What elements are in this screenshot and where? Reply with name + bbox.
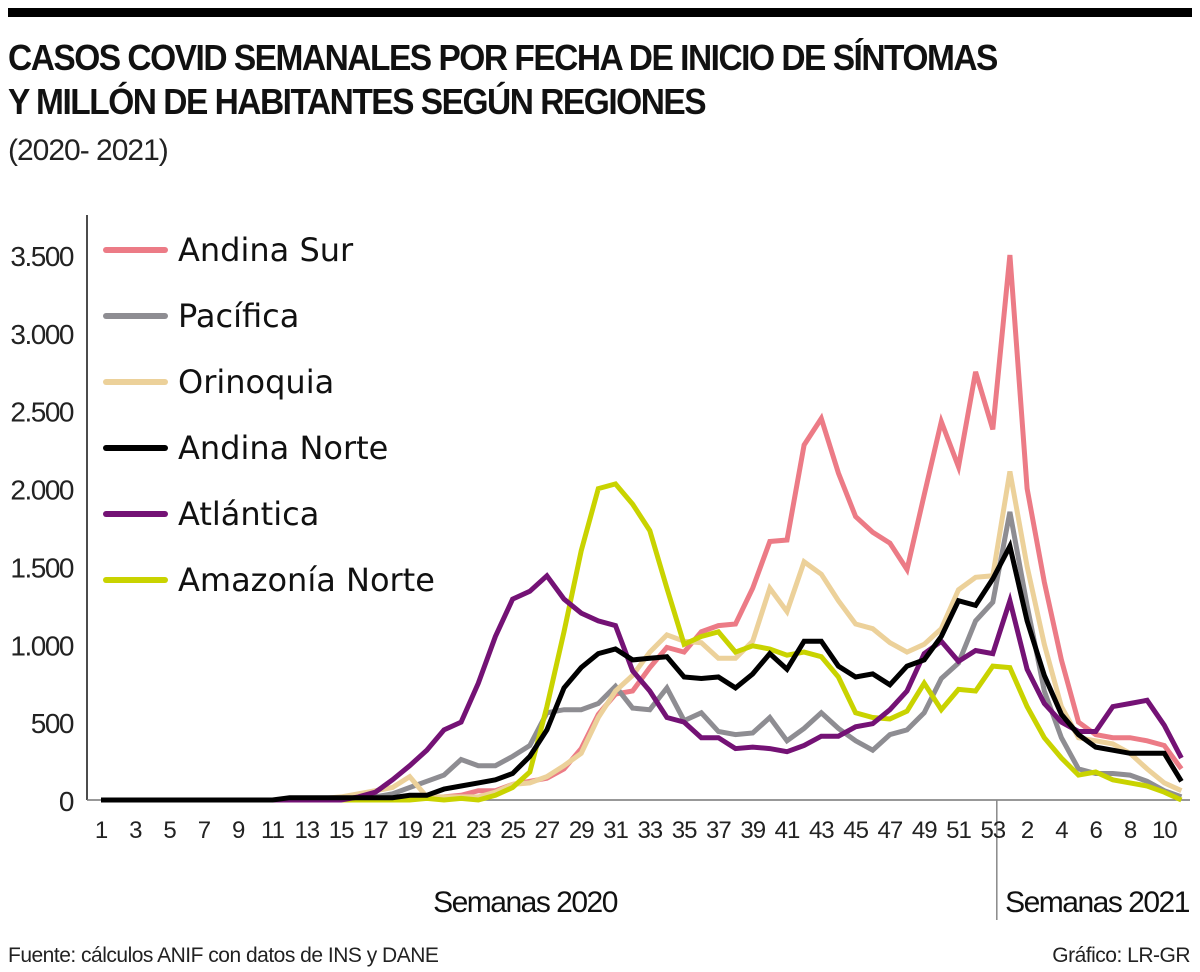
series-line-andina-norte (101, 539, 1184, 803)
series-lines (101, 254, 1184, 803)
x-tick-label: 35 (672, 817, 697, 844)
chart-credit: Gráfico: LR-GR (1052, 944, 1190, 967)
chart-title: CASOS COVID SEMANALES POR FECHA DE INICI… (8, 36, 1115, 124)
chart-subtitle: (2020- 2021) (8, 134, 169, 167)
top-rule (8, 8, 1192, 17)
series-line-pacifica (101, 511, 1183, 803)
x-tick-label: 23 (466, 817, 491, 844)
x-tick-label: 3 (129, 817, 142, 844)
x-tick-label: 39 (740, 817, 765, 844)
x-tick-label: 49 (912, 817, 937, 844)
x-tick-label: 37 (706, 817, 731, 844)
x-tick-label: 17 (363, 817, 388, 844)
x-tick-label: 45 (843, 817, 868, 844)
legend-label-pacifica: Pacífica (178, 297, 299, 335)
x-tick-label: 2 (1021, 817, 1034, 844)
x-tick-label: 33 (637, 817, 662, 844)
x-tick-label: 41 (775, 817, 800, 844)
x-tick-label: 1 (95, 817, 108, 844)
legend: Andina Sur Pacífica Orinoquia Andina Norte A… (103, 231, 435, 599)
legend-label-orinoquia: Orinoquia (178, 363, 334, 401)
y-tick-label: 0 (59, 786, 74, 817)
y-tick-label: 2.500 (10, 397, 73, 428)
x-tick-label: 51 (946, 817, 971, 844)
y-tick-label: 500 (31, 708, 74, 739)
x-tick-label: 8 (1124, 817, 1137, 844)
chart-title-line2: Y MILLÓN DE HABITANTES SEGÚN REGIONES (8, 81, 707, 122)
x-tick-label: 9 (232, 817, 245, 844)
x-tick-label: 25 (500, 817, 525, 844)
x-tick-label: 27 (535, 817, 560, 844)
chart-title-line1: CASOS COVID SEMANALES POR FECHA DE INICI… (8, 37, 998, 78)
x-tick-label: 19 (397, 817, 422, 844)
x-tick-label: 29 (569, 817, 594, 844)
y-tick-label: 2.000 (10, 475, 73, 506)
x-tick-label: 21 (432, 817, 457, 844)
legend-label-amazonia-norte: Amazonía Norte (178, 561, 435, 599)
x-tick-label: 11 (261, 817, 285, 844)
legend-label-andina-norte: Andina Norte (178, 429, 388, 467)
x-tick-label: 5 (163, 817, 176, 844)
x-tick-label: 47 (878, 817, 903, 844)
x-tick-label: 13 (294, 817, 319, 844)
x-tick-label: 10 (1152, 817, 1177, 844)
x-tick-label: 43 (809, 817, 834, 844)
x-tick-label: 31 (603, 817, 628, 844)
legend-label-andina-sur: Andina Sur (178, 231, 354, 269)
x-tick-label: 53 (980, 817, 1005, 844)
legend-label-atlantica: Atlántica (178, 495, 319, 533)
x-tick-label: 7 (198, 817, 211, 844)
source-note: Fuente: cálculos ANIF con datos de INS y… (8, 944, 439, 967)
y-tick-label: 1.500 (10, 552, 73, 583)
x-tick-label: 6 (1090, 817, 1103, 844)
y-tick-label: 3.500 (10, 241, 73, 272)
x-tick-label: 4 (1055, 817, 1068, 844)
x-tick-label: 15 (329, 817, 354, 844)
y-tick-label: 1.000 (10, 630, 73, 661)
x-group-label-2021: Semanas 2021 (1005, 886, 1190, 919)
y-tick-label: 3.000 (10, 319, 73, 350)
x-group-label-2020: Semanas 2020 (433, 886, 618, 919)
